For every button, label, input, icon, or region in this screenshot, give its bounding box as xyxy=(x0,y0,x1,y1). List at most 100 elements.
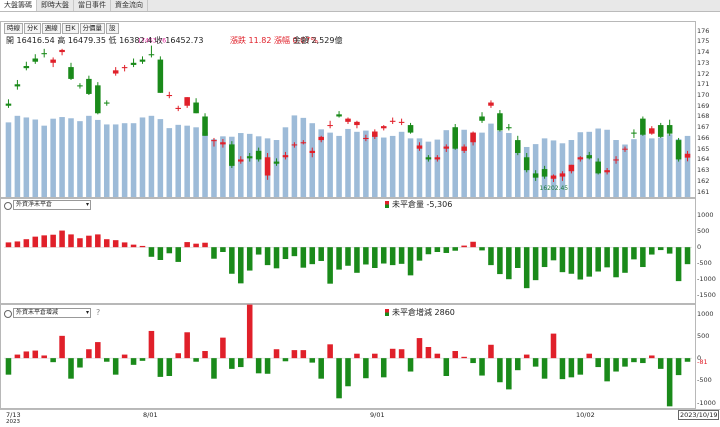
candle-body xyxy=(77,85,83,87)
oi-bar xyxy=(354,247,360,273)
candle-body xyxy=(220,142,226,145)
candle-body xyxy=(461,146,467,151)
button-price-volume[interactable]: 分價量 xyxy=(79,23,106,34)
volume-bar xyxy=(175,124,182,197)
oi-bar xyxy=(112,240,119,248)
foreign-oi-change-panel xyxy=(0,304,696,409)
volume-bar xyxy=(291,115,298,197)
amount-value: 2,529億 xyxy=(311,36,343,45)
panel3-settings-icon[interactable] xyxy=(4,310,12,318)
oi-bar xyxy=(59,230,65,248)
oi-bar xyxy=(443,358,450,376)
candle-body xyxy=(166,95,173,97)
oi-bar xyxy=(5,358,12,375)
panel2-indicator-select[interactable]: 外資淨未平倉 xyxy=(13,200,91,210)
volume-bar xyxy=(631,139,637,197)
price-tick-label: 173 xyxy=(697,58,710,67)
candle-body xyxy=(416,145,423,149)
panel3-indicator-select[interactable]: 外資未平倉增減 xyxy=(13,308,91,318)
oi-bar xyxy=(568,358,575,378)
oi-bar xyxy=(506,247,512,280)
volume-bar xyxy=(640,133,646,197)
tab-realtime-market[interactable]: 即時大盤 xyxy=(37,0,74,11)
oi-bar xyxy=(139,358,146,361)
oi-bar xyxy=(59,335,65,359)
value-tick-label: -1000 xyxy=(697,275,716,284)
button-timeline[interactable]: 時線 xyxy=(4,23,23,34)
oi-bar xyxy=(220,337,226,359)
volume-bar xyxy=(193,127,199,197)
volume-bar xyxy=(238,133,244,197)
oi-bar xyxy=(95,234,101,248)
oi-bar xyxy=(577,247,584,280)
oi-bar xyxy=(622,358,628,367)
oi-bar xyxy=(541,358,548,379)
volume-bar xyxy=(68,118,74,197)
oi-bar xyxy=(684,358,691,362)
oi-bar xyxy=(264,247,271,266)
candle-body xyxy=(443,146,450,149)
oi-bar xyxy=(238,358,244,368)
oi-bar xyxy=(506,358,512,390)
candle-body xyxy=(470,132,476,143)
oi-bar xyxy=(166,358,173,376)
tab-daily-events[interactable]: 當日事件 xyxy=(74,0,111,11)
candle-body xyxy=(112,70,119,74)
panel3-help-icon[interactable]: ? xyxy=(96,308,101,317)
candle-body xyxy=(211,140,217,142)
date-label: 9/01 xyxy=(370,411,385,419)
button-minute-k[interactable]: 分K xyxy=(24,23,41,34)
volume-bar xyxy=(586,131,593,197)
close-label: 收 xyxy=(154,36,163,45)
oi-bar xyxy=(434,247,441,252)
oi-bar xyxy=(202,351,208,359)
candle-body xyxy=(255,150,262,160)
volume-bar xyxy=(372,134,378,197)
candle-body xyxy=(157,59,164,93)
panel2-settings-icon[interactable] xyxy=(4,202,12,210)
candle-body xyxy=(497,113,503,131)
oi-bar xyxy=(103,239,110,248)
candle-body xyxy=(95,85,101,114)
volume-bar xyxy=(121,123,128,197)
panel3-legend: 未平倉增減 2860 xyxy=(385,307,455,318)
candle-body xyxy=(5,103,12,106)
price-tick-label: 161 xyxy=(697,187,710,196)
oi-bar xyxy=(380,247,387,264)
button-week[interactable]: 週線 xyxy=(41,23,61,34)
oi-bar xyxy=(184,332,190,359)
legend-swatch xyxy=(385,309,389,316)
oi-bar xyxy=(649,355,655,359)
volume-bar xyxy=(398,131,405,197)
candle-body xyxy=(41,53,47,55)
oi-bar xyxy=(657,247,664,251)
oi-bar xyxy=(640,358,646,364)
button-day-k[interactable]: 日K xyxy=(61,23,79,34)
candle-body xyxy=(577,157,584,160)
candle-body xyxy=(318,136,324,141)
oi-bar xyxy=(497,247,503,275)
oi-bar xyxy=(470,241,476,248)
button-settings[interactable]: 設 xyxy=(106,23,119,34)
candle-body xyxy=(327,125,333,127)
candle-body xyxy=(541,169,548,177)
oi-bar xyxy=(130,358,137,365)
oi-bar xyxy=(336,358,342,399)
date-axis: 7/13 2023 8/01 9/01 10/02 2023/10/19 xyxy=(0,409,720,427)
oi-bar xyxy=(229,247,235,274)
candle-body xyxy=(103,102,110,104)
candle-body xyxy=(345,118,351,122)
candle-body xyxy=(649,128,655,134)
volume-bar xyxy=(255,136,262,197)
tab-capital-flow[interactable]: 資金流向 xyxy=(111,0,148,11)
volume-bar xyxy=(434,139,441,197)
change-value: 11.82 xyxy=(248,36,272,45)
volume-bar xyxy=(649,138,655,197)
volume-bar xyxy=(14,115,21,197)
price-tick-label: 176 xyxy=(697,26,710,35)
oi-bar xyxy=(586,353,593,359)
price-tick-label: 168 xyxy=(697,112,710,121)
oi-bar xyxy=(121,242,128,248)
tab-market-chips[interactable]: 大盤籌碼 xyxy=(0,0,37,11)
oi-bar xyxy=(5,242,12,248)
